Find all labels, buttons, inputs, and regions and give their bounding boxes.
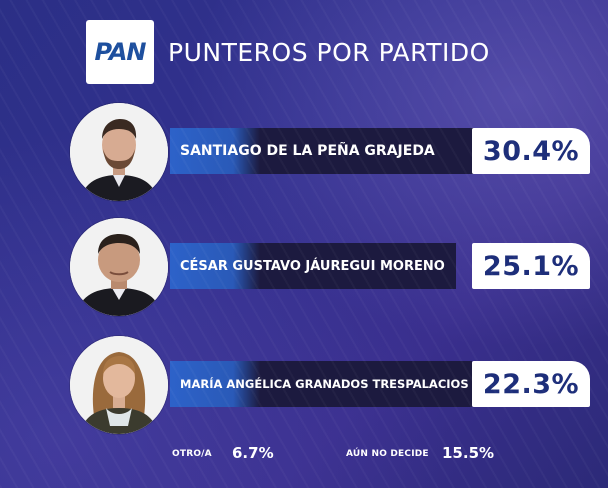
party-logo-text: PAN: [94, 38, 146, 66]
other-value: 6.7%: [232, 444, 274, 462]
candidate-row: CÉSAR GUSTAVO JÁUREGUI MORENO 25.1%: [70, 218, 590, 318]
candidate-name: CÉSAR GUSTAVO JÁUREGUI MORENO: [180, 258, 445, 274]
footer-stats: OTRO/A 6.7% AÚN NO DECIDE 15.5%: [0, 444, 608, 464]
man-portrait-icon: [70, 103, 168, 201]
party-logo: PAN: [86, 20, 154, 84]
candidate-photo: [70, 336, 168, 434]
candidate-percent: 30.4%: [472, 128, 590, 174]
header: PAN PUNTEROS POR PARTIDO: [86, 18, 490, 86]
candidate-photo: [70, 103, 168, 201]
candidate-row: SANTIAGO DE LA PEÑA GRAJEDA 30.4%: [70, 103, 590, 203]
candidate-name-bar: MARÍA ANGÉLICA GRANADOS TRESPALACIOS: [170, 361, 472, 407]
undecided-value: 15.5%: [442, 444, 495, 462]
other-label: OTRO/A: [172, 449, 212, 459]
candidate-name: SANTIAGO DE LA PEÑA GRAJEDA: [180, 143, 435, 159]
candidate-row: MARÍA ANGÉLICA GRANADOS TRESPALACIOS 22.…: [70, 336, 590, 436]
page-title: PUNTEROS POR PARTIDO: [168, 37, 490, 67]
undecided-label: AÚN NO DECIDE: [346, 449, 429, 459]
candidate-percent: 25.1%: [472, 243, 590, 289]
candidate-name-bar: CÉSAR GUSTAVO JÁUREGUI MORENO: [170, 243, 456, 289]
candidate-name: MARÍA ANGÉLICA GRANADOS TRESPALACIOS: [180, 377, 469, 391]
man-portrait-icon: [70, 218, 168, 316]
woman-portrait-icon: [70, 336, 168, 434]
candidate-percent: 22.3%: [472, 361, 590, 407]
candidate-photo: [70, 218, 168, 316]
candidate-name-bar: SANTIAGO DE LA PEÑA GRAJEDA: [170, 128, 476, 174]
